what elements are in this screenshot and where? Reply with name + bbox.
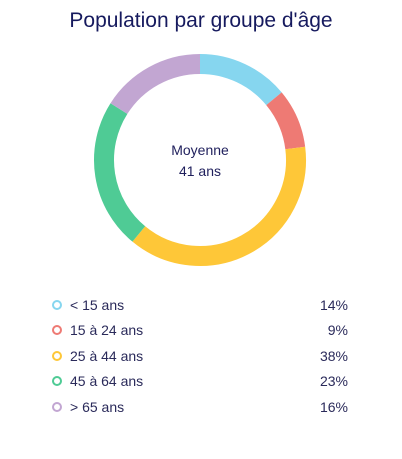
donut-slice-5[interactable] (110, 54, 201, 115)
legend-value: 38% (319, 347, 348, 364)
legend-label: 45 à 64 ans (70, 373, 144, 390)
legend-label: 15 à 24 ans (70, 322, 144, 339)
legend-marker-icon (52, 325, 62, 336)
legend-marker-icon (52, 299, 62, 310)
legend-value: 16% (319, 398, 348, 415)
donut-slice-4[interactable] (94, 103, 146, 242)
legend-marker-icon (52, 376, 62, 387)
legend-marker-icon (52, 350, 62, 361)
legend-item[interactable]: 45 à 64 ans 23% (52, 369, 348, 395)
donut-slice-3[interactable] (132, 146, 306, 266)
legend-item[interactable]: < 15 ans 14% (52, 292, 348, 318)
legend: < 15 ans 14% 15 à 24 ans 9% 25 à 44 ans … (52, 292, 348, 420)
legend-label: 25 à 44 ans (70, 347, 144, 364)
legend-item[interactable]: 15 à 24 ans 9% (52, 318, 348, 344)
center-label-title: Moyenne (171, 142, 229, 158)
donut-slice-2[interactable] (266, 92, 306, 150)
legend-value: 14% (319, 296, 348, 313)
legend-value: 9% (327, 322, 348, 339)
legend-marker-icon (52, 401, 62, 412)
legend-item[interactable]: > 65 ans 16% (52, 394, 348, 420)
chart-title: Population par groupe d'âge (69, 9, 333, 32)
legend-label: > 65 ans (70, 398, 125, 415)
center-label-value: 41 ans (178, 163, 222, 179)
legend-item[interactable]: 25 à 44 ans 38% (52, 343, 348, 369)
legend-label: < 15 ans (70, 296, 125, 313)
legend-value: 23% (319, 373, 348, 390)
donut-slice-1[interactable] (199, 54, 282, 106)
